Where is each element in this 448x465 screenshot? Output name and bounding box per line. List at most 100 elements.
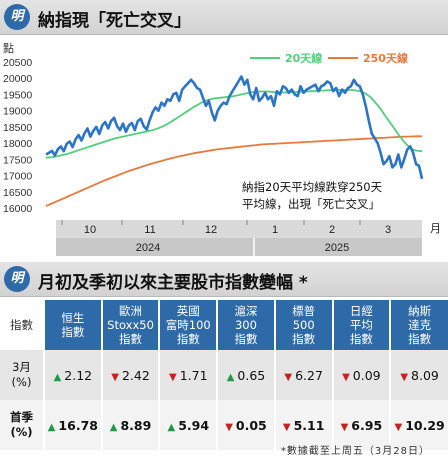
row-label: 3月 (%) — [0, 350, 44, 400]
cell-value: 8.89 — [120, 417, 152, 433]
index-change-table: 指數 恒生 指數 歐洲 Stoxx50 指數 英國 富時100 指數 滬深 300 指數 標普 500 指… — [0, 300, 448, 450]
table-cell: ▼ 10.29 — [389, 400, 448, 450]
column-header-text: Stoxx50 — [107, 318, 154, 332]
column-header-text: 日經 — [349, 304, 373, 318]
column-header: 恒生 指數 — [43, 300, 102, 350]
down-arrow-icon: ▼ — [342, 371, 350, 383]
y-tick-label: 18000 — [3, 138, 32, 150]
series-line-nasdaq — [45, 75, 424, 180]
table-cell: ▲ 8.89 — [100, 400, 160, 450]
x-tick-label: 12 — [205, 224, 217, 236]
table-cell: ▼ 0.09 — [331, 350, 391, 400]
table-row: 3月 (%) ▲ 2.12 ▼ 2.42 ▼ 1.71 ▲ 0.65 ▼ 6.27 ▼ 0.09 ▼ 8.09 — [0, 350, 448, 400]
cell-value: 1.71 — [179, 367, 208, 383]
y-tick-label: 16000 — [3, 203, 32, 215]
column-header: 日經 平均 指數 — [331, 300, 391, 350]
column-header-text: 歐洲 — [119, 304, 143, 318]
cell-value: 16.78 — [58, 417, 98, 433]
table-cell: ▲ 2.12 — [43, 350, 102, 400]
cell-value: 2.42 — [121, 367, 150, 383]
column-header-text: 達克 — [408, 318, 432, 332]
column-header-text: 英國 — [176, 304, 200, 318]
cell-value: 2.12 — [64, 367, 93, 383]
down-arrow-icon: ▼ — [394, 421, 403, 433]
cell-value: 8.09 — [411, 367, 439, 383]
x-tick-label: 1 — [272, 224, 278, 236]
table-cell: ▼ 8.09 — [389, 350, 448, 400]
row-label: 首季 (%) — [0, 400, 44, 450]
column-header-text: 300 — [234, 318, 257, 332]
table-header-row: 指數 恒生 指數 歐洲 Stoxx50 指數 英國 富時100 指數 滬深 300 指數 標普 500 指… — [0, 300, 448, 350]
table-cell: ▼ 5.11 — [273, 400, 333, 450]
column-header: 滬深 300 指數 — [216, 300, 275, 350]
y-tick-label: 20500 — [3, 57, 32, 69]
y-tick-label: 19500 — [3, 89, 32, 101]
legend-label: 250天線 — [363, 51, 408, 65]
column-header-text: 指數 — [176, 332, 200, 346]
cell-value: 0.65 — [237, 367, 266, 383]
y-tick-label: 17000 — [3, 171, 32, 183]
down-arrow-icon: ▼ — [340, 421, 349, 433]
table-cell: ▲ 0.65 — [216, 350, 275, 400]
year-label: 2025 — [325, 242, 349, 254]
cell-value: 0.05 — [235, 417, 267, 433]
column-header-text: 納斯 — [408, 304, 432, 318]
section-badge: 明 — [4, 266, 30, 292]
series-line-ma250 — [45, 135, 422, 207]
row-label-text: (%) — [10, 425, 33, 439]
table-title: 月初及季初以來主要股市指數變幅 * — [38, 273, 308, 293]
x-tick-label: 2 — [329, 224, 335, 236]
cell-value: 5.94 — [178, 417, 210, 433]
down-arrow-icon: ▼ — [225, 421, 233, 433]
column-header: 納斯 達克 指數 — [389, 300, 448, 350]
table-corner-label: 指數 — [0, 300, 44, 350]
column-header-text: 指數 — [61, 325, 85, 339]
cell-value: 6.27 — [295, 367, 323, 383]
y-tick-label: 16500 — [3, 187, 32, 199]
row-label-text: (%) — [11, 375, 32, 389]
table-cell: ▼ 2.42 — [100, 350, 160, 400]
column-header: 英國 富時100 指數 — [158, 300, 218, 350]
column-header-text: 富時100 — [165, 318, 211, 332]
cell-value: 0.09 — [352, 367, 381, 383]
table-cell: ▲ 5.94 — [158, 400, 218, 450]
x-tick-label: 10 — [84, 224, 96, 236]
table-cell: ▼ 0.05 — [216, 400, 275, 450]
up-arrow-icon: ▲ — [53, 371, 62, 383]
column-header-text: 標普 — [292, 304, 316, 318]
chart-title: 納指現「死亡交叉」 — [38, 11, 191, 31]
month-axis-band — [56, 220, 422, 238]
column-header: 標普 500 指數 — [273, 300, 333, 350]
row-label-text: 3月 — [12, 360, 31, 374]
down-arrow-icon: ▼ — [111, 371, 119, 383]
column-header: 歐洲 Stoxx50 指數 — [100, 300, 160, 350]
up-arrow-icon: ▲ — [226, 371, 235, 383]
up-arrow-icon: ▲ — [109, 421, 118, 433]
footnote: *數據截至上周五（3月28日） — [280, 446, 430, 457]
down-arrow-icon: ▼ — [282, 421, 291, 433]
cell-value: 6.95 — [351, 417, 383, 433]
series-line-ma20 — [45, 89, 423, 159]
column-header-text: 平均 — [349, 318, 373, 332]
chart-annotation: 平均線，出現「死亡交叉」 — [242, 197, 380, 211]
table-cell: ▼ 6.95 — [331, 400, 391, 450]
column-header-text: 500 — [292, 318, 315, 332]
x-axis-unit: 月 — [430, 222, 441, 235]
down-arrow-icon: ▼ — [284, 371, 293, 383]
section-badge: 明 — [4, 4, 30, 30]
down-arrow-icon: ▼ — [168, 371, 177, 383]
chart-header: 明 納指現「死亡交叉」 — [0, 0, 448, 35]
cell-value: 10.29 — [405, 417, 445, 433]
column-header-text: 指數 — [408, 332, 432, 346]
down-arrow-icon: ▼ — [400, 371, 409, 383]
column-header-text: 恒生 — [61, 311, 85, 325]
table-cell: ▼ 1.71 — [158, 350, 218, 400]
x-tick-label: 3 — [385, 224, 391, 236]
y-tick-label: 17500 — [3, 154, 32, 166]
column-header-text: 指數 — [349, 332, 373, 346]
table-row: 首季 (%) ▲ 16.78 ▲ 8.89 ▲ 5.94 ▼ 0.05 ▼ 5.11 ▼ 6.95 ▼ 10.… — [0, 400, 448, 450]
y-tick-label: 18500 — [3, 122, 32, 134]
cell-value: 5.11 — [293, 417, 325, 433]
column-header-text: 滬深 — [234, 304, 258, 318]
chart-annotation: 納指20天平均線跌穿250天 — [242, 180, 383, 194]
